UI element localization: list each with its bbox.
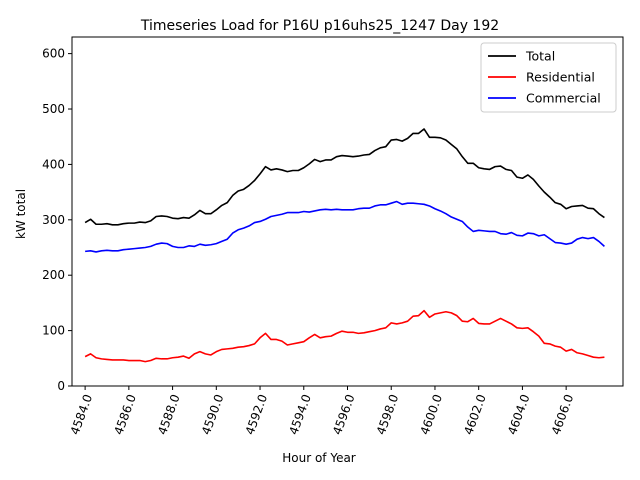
y-axis-ticks: 0 100 200 300 400 500 600 <box>42 47 72 393</box>
series-line-total <box>84 128 605 226</box>
legend-label-total: Total <box>525 49 555 64</box>
x-tick-label: 4588.0 <box>155 392 183 436</box>
x-tick-label: 4596.0 <box>330 392 358 436</box>
x-axis-ticks: 4584.0 4586.0 4588.0 4590.0 4592.0 4594.0 4596… <box>68 386 577 437</box>
x-tick-label: 4594.0 <box>286 392 314 436</box>
x-tick-label: 4586.0 <box>111 392 139 436</box>
legend: Total Residential Commercial <box>480 42 617 113</box>
y-tick-label: 0 <box>57 379 65 393</box>
y-tick-label: 400 <box>42 157 65 171</box>
y-tick-label: 100 <box>42 324 65 338</box>
x-tick-label: 4604.0 <box>505 392 533 436</box>
x-tick-label: 4606.0 <box>549 392 577 436</box>
chart-title: Timeseries Load for P16U p16uhs25_1247 D… <box>140 18 499 34</box>
series-line-residential <box>84 309 605 363</box>
series-line-commercial <box>85 200 605 253</box>
legend-label-residential: Residential <box>526 70 595 85</box>
x-tick-label: 4592.0 <box>243 392 271 436</box>
y-tick-label: 300 <box>42 213 65 227</box>
x-tick-label: 4590.0 <box>199 392 227 436</box>
x-tick-label: 4598.0 <box>374 392 402 436</box>
y-axis-label: kW total <box>14 189 28 239</box>
x-axis-label: Hour of Year <box>282 451 356 465</box>
y-tick-label: 200 <box>42 268 65 282</box>
legend-box <box>480 42 617 113</box>
x-tick-label: 4584.0 <box>68 392 96 436</box>
y-tick-label: 500 <box>42 102 65 116</box>
legend-label-commercial: Commercial <box>526 91 601 106</box>
y-tick-label: 600 <box>42 47 65 61</box>
plot-lines <box>84 128 605 363</box>
x-tick-label: 4600.0 <box>418 392 446 436</box>
x-tick-label: 4602.0 <box>461 392 489 436</box>
